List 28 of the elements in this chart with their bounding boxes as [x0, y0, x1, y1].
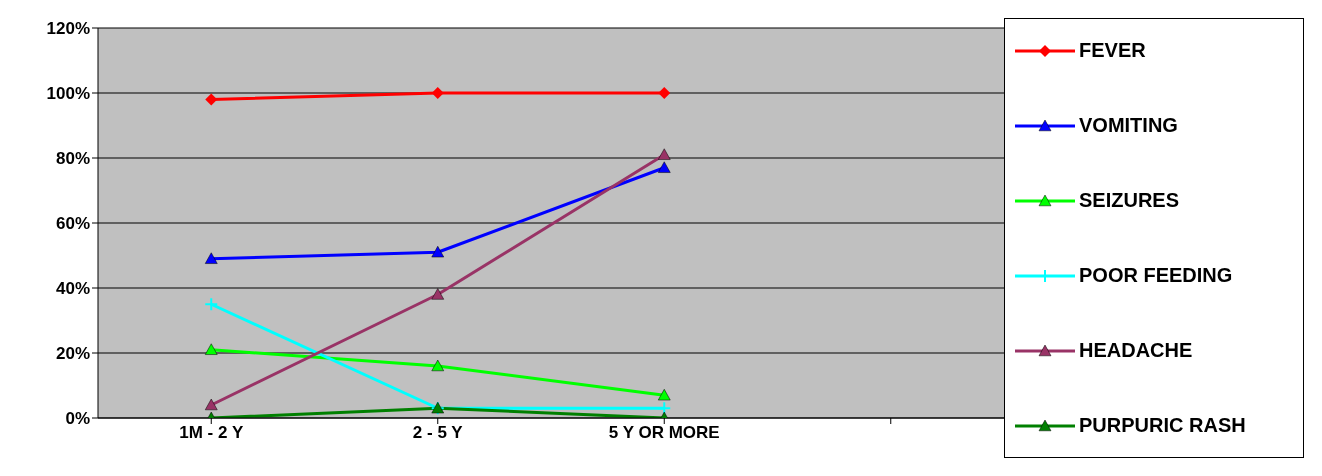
x-tick-label: 2 - 5 Y	[412, 423, 464, 443]
point	[658, 87, 671, 99]
y-tick-label: 20%	[55, 344, 90, 364]
legend-label: POOR FEEDING	[1079, 264, 1233, 287]
legend-label: HEADACHE	[1079, 339, 1193, 362]
legend-label: PURPURIC RASH	[1079, 414, 1246, 437]
point	[205, 93, 218, 106]
point	[431, 288, 444, 300]
x-tick-label: 1M - 2 Y	[179, 423, 244, 443]
y-tick-label: 100%	[46, 84, 90, 104]
legend-label: FEVER	[1079, 39, 1146, 62]
legend-label: VOMITING	[1079, 114, 1178, 137]
point	[205, 252, 218, 264]
point	[431, 246, 444, 258]
point	[658, 389, 671, 401]
y-tick-label: 40%	[55, 279, 90, 299]
point	[205, 398, 218, 411]
y-tick-label: 120%	[46, 19, 90, 39]
y-tick-label: 60%	[55, 214, 90, 234]
point	[658, 148, 671, 160]
point	[204, 297, 219, 312]
y-tick-label: 0%	[65, 409, 90, 429]
legend-label: SEIZURES	[1079, 189, 1180, 212]
point	[431, 359, 444, 372]
y-tick-label: 80%	[55, 149, 90, 169]
point	[658, 161, 671, 173]
point	[205, 343, 218, 355]
x-tick-label: 5 Y OR MORE	[608, 423, 720, 443]
